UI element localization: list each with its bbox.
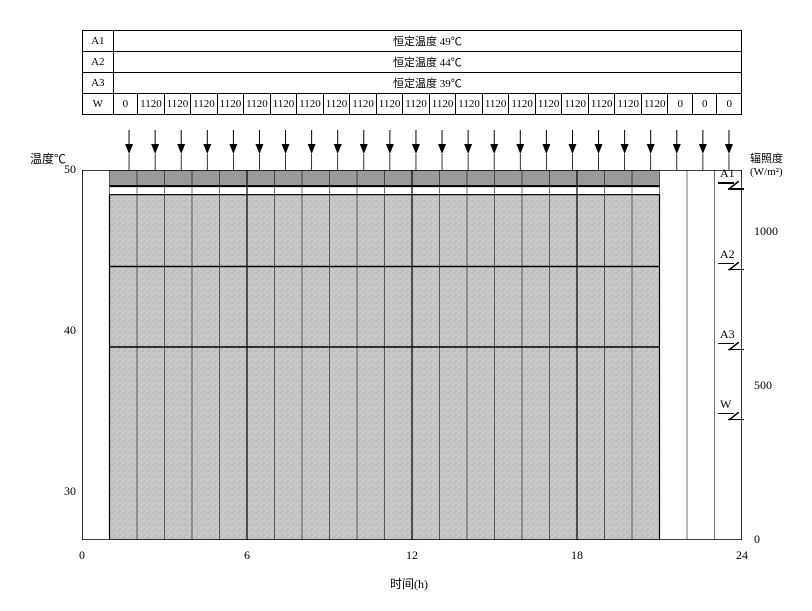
- row-a3: A3 恒定温度 39℃: [83, 73, 742, 94]
- annotation-flag-icon: [718, 182, 740, 190]
- w-cell: 0: [668, 94, 692, 115]
- w-cell: 0: [717, 94, 742, 115]
- x-axis-label: 时间(h): [390, 575, 428, 592]
- row-text: 恒定温度 49℃: [113, 31, 741, 52]
- w-cell: 1120: [297, 94, 324, 115]
- w-cell: 1120: [615, 94, 642, 115]
- w-cell: 1120: [191, 94, 218, 115]
- header-arrows: [82, 130, 742, 170]
- y-left-tick: 40: [54, 323, 76, 338]
- annotation-label: A2: [720, 247, 735, 262]
- row-a2: A2 恒定温度 44℃: [83, 52, 742, 73]
- row-text: 恒定温度 39℃: [113, 73, 741, 94]
- x-tick: 0: [72, 548, 92, 563]
- w-cell: 1120: [641, 94, 668, 115]
- y-right-tick: 500: [754, 378, 772, 393]
- annotation-flag-icon: [718, 413, 740, 421]
- w-cell: 1120: [350, 94, 377, 115]
- row-w: W 01120112011201120112011201120112011201…: [83, 94, 742, 115]
- annotation-label: A1: [720, 166, 735, 181]
- w-cell: 1120: [403, 94, 430, 115]
- row-label: A3: [83, 73, 114, 94]
- figure-frame: A1 恒定温度 49℃ A2 恒定温度 44℃ A3 恒定温度 39℃ W 01…: [0, 0, 812, 611]
- x-tick: 24: [732, 548, 752, 563]
- row-label: A2: [83, 52, 114, 73]
- w-cell: 1120: [138, 94, 165, 115]
- y-right-axis-label: 辐照度 (W/m²): [750, 150, 810, 178]
- w-cell: 1120: [270, 94, 297, 115]
- w-cell: 1120: [217, 94, 244, 115]
- header-table: A1 恒定温度 49℃ A2 恒定温度 44℃ A3 恒定温度 39℃ W 01…: [82, 30, 742, 115]
- w-cell: 1120: [562, 94, 589, 115]
- row-a1: A1 恒定温度 49℃: [83, 31, 742, 52]
- w-cell: 1120: [509, 94, 536, 115]
- annotation-label: W: [720, 397, 731, 412]
- w-cell: 1120: [429, 94, 456, 115]
- y-left-tick: 30: [54, 484, 76, 499]
- w-cell: 1120: [535, 94, 562, 115]
- annotation-label: A3: [720, 327, 735, 342]
- row-label: W: [83, 94, 114, 115]
- w-cell: 0: [113, 94, 137, 115]
- w-cell: 1120: [482, 94, 509, 115]
- annotation-flag-icon: [718, 263, 740, 271]
- w-cell: 1120: [323, 94, 350, 115]
- y-right-tick: 1000: [754, 224, 778, 239]
- w-cell: 1120: [588, 94, 615, 115]
- w-cell: 1120: [164, 94, 191, 115]
- w-cell: 0: [692, 94, 716, 115]
- w-cell: 1120: [244, 94, 271, 115]
- x-tick: 18: [567, 548, 587, 563]
- plot-area: [82, 170, 742, 540]
- w-cell: 1120: [376, 94, 403, 115]
- y-left-tick: 50: [54, 162, 76, 177]
- x-tick: 12: [402, 548, 422, 563]
- row-label: A1: [83, 31, 114, 52]
- annotation-flag-icon: [718, 343, 740, 351]
- row-text: 恒定温度 44℃: [113, 52, 741, 73]
- y-right-tick: 0: [754, 532, 760, 547]
- w-cell: 1120: [456, 94, 483, 115]
- x-tick: 6: [237, 548, 257, 563]
